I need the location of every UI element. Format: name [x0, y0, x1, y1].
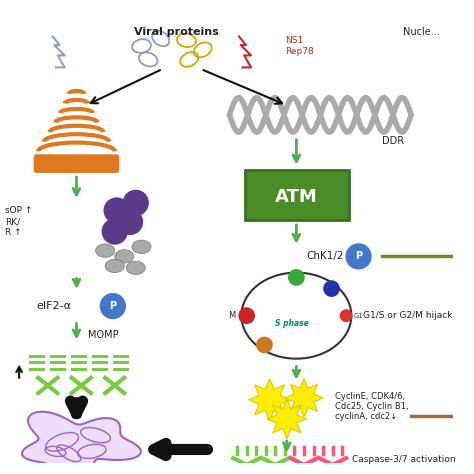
Circle shape [123, 191, 148, 215]
Polygon shape [267, 399, 307, 439]
Ellipse shape [126, 261, 146, 274]
Text: G1/S or G2/M hijack: G1/S or G2/M hijack [363, 311, 453, 320]
Ellipse shape [105, 259, 124, 273]
Ellipse shape [132, 240, 151, 254]
Circle shape [239, 308, 255, 323]
Text: DDR: DDR [383, 136, 404, 146]
FancyBboxPatch shape [35, 155, 118, 172]
Circle shape [118, 210, 143, 234]
Circle shape [324, 281, 339, 296]
Polygon shape [22, 412, 141, 474]
Circle shape [346, 244, 371, 269]
Polygon shape [248, 379, 291, 421]
FancyBboxPatch shape [245, 170, 349, 220]
Ellipse shape [96, 244, 115, 257]
Text: eIF2-α: eIF2-α [36, 301, 71, 311]
Circle shape [100, 294, 125, 319]
Circle shape [340, 310, 352, 321]
Text: G1: G1 [354, 313, 364, 319]
Text: ATM: ATM [275, 188, 318, 206]
Text: CyclinE, CDK4/6,
Cdc25, Cyclin B1,
cyclinA, cdc2↓: CyclinE, CDK4/6, Cdc25, Cyclin B1, cycli… [335, 392, 408, 421]
Text: NS1
Rep78: NS1 Rep78 [285, 36, 314, 56]
Polygon shape [285, 379, 323, 417]
Text: P: P [355, 251, 362, 261]
Ellipse shape [115, 250, 134, 263]
Circle shape [102, 219, 127, 244]
Text: MOMP: MOMP [88, 330, 118, 340]
Circle shape [104, 198, 129, 223]
Text: sOP ↑: sOP ↑ [5, 206, 32, 215]
Circle shape [289, 270, 304, 285]
Text: M: M [228, 311, 235, 320]
Text: P: P [109, 301, 117, 311]
Text: Viral proteins: Viral proteins [135, 27, 219, 37]
Text: RK/
R ↑: RK/ R ↑ [5, 218, 21, 237]
Text: S phase: S phase [275, 319, 309, 328]
Text: Caspase-3/7 activation: Caspase-3/7 activation [352, 455, 456, 464]
Text: ChK1/2: ChK1/2 [306, 251, 344, 261]
Ellipse shape [241, 273, 351, 359]
Text: Nucle...: Nucle... [403, 27, 440, 37]
Circle shape [257, 337, 272, 353]
